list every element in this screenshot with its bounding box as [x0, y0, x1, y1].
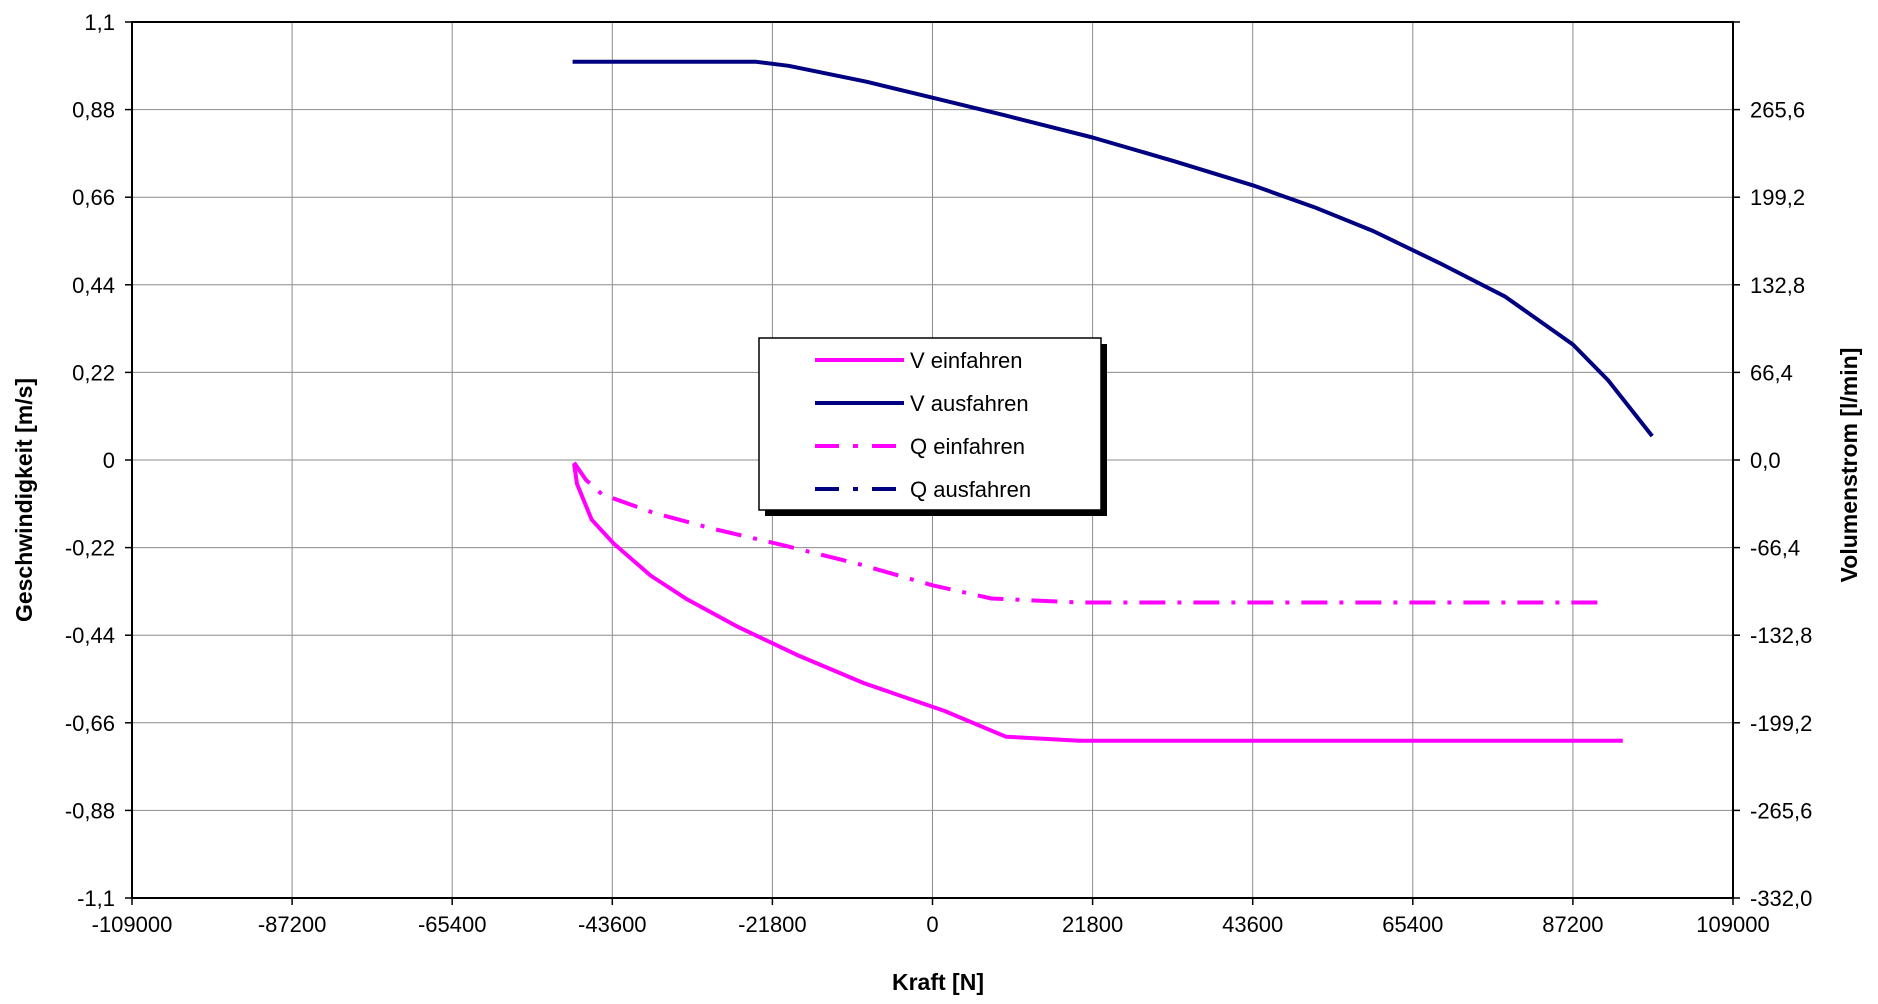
y-tick-label: -0,88	[65, 798, 115, 823]
y2-tick-label: -66,4	[1750, 536, 1800, 561]
series-line-v-ausfahren	[572, 59, 1654, 438]
y-tick-label: 0,66	[72, 185, 115, 210]
x-tick-label: 0	[926, 912, 938, 937]
x-tick-label: 87200	[1542, 912, 1603, 937]
legend-label: Q ausfahren	[910, 477, 1031, 502]
y2-tick-label: -332,0	[1750, 886, 1812, 911]
y2-tick-label: 199,2	[1750, 185, 1805, 210]
x-axis-title: Kraft [N]	[892, 969, 984, 995]
legend-items: V einfahren V ausfahren Q einfahren Q ausfa…	[815, 348, 1031, 502]
x-tick-label: -109000	[92, 912, 173, 937]
y2-tick-label: 132,8	[1750, 273, 1805, 298]
y2-tick-label: 265,6	[1750, 98, 1805, 123]
x-tick-label: -21800	[738, 912, 807, 937]
y-axis-right-title: Volumenstrom [l/min]	[1836, 348, 1862, 583]
y-axis-left-ticks: 1,1 0,88 0,66 0,44 0,22 0 -0,22 -0,44 -0,66 -0,88…	[65, 10, 132, 911]
y-tick-label: -0,44	[65, 623, 115, 648]
y2-tick-label: -265,6	[1750, 798, 1812, 823]
y2-tick-label: 0,0	[1750, 448, 1781, 473]
y-tick-label: 0,22	[72, 360, 115, 385]
x-tick-label: -43600	[578, 912, 647, 937]
x-tick-label: -65400	[418, 912, 487, 937]
x-tick-label: 65400	[1382, 912, 1443, 937]
legend: V einfahren V ausfahren Q einfahren Q ausfa…	[758, 337, 1107, 516]
y-tick-label: 0,44	[72, 273, 115, 298]
x-tick-label: -87200	[258, 912, 327, 937]
series-line-q-einfahren	[572, 461, 1609, 605]
y-tick-label: 0	[103, 448, 115, 473]
legend-box	[758, 337, 1102, 511]
x-tick-label: 109000	[1696, 912, 1769, 937]
y2-tick-label: -199,2	[1750, 711, 1812, 736]
series-group	[572, 59, 1654, 743]
y2-tick-label: 66,4	[1750, 360, 1793, 385]
y-tick-label: -0,22	[65, 536, 115, 561]
x-tick-label: 21800	[1062, 912, 1123, 937]
y-axis-left-title: Geschwindigkeit [m/s]	[11, 378, 37, 622]
y-axis-right-ticks: 265,6 199,2 132,8 66,4 0,0 -66,4 -132,8 -199,2 -…	[1733, 21, 1812, 911]
y2-tick-label: -132,8	[1750, 623, 1812, 648]
legend-label: V einfahren	[910, 348, 1023, 373]
series-line-v-einfahren	[572, 463, 1623, 743]
y-tick-label: -0,66	[65, 711, 115, 736]
x-tick-label: 43600	[1222, 912, 1283, 937]
x-axis-ticks: -109000 -87200 -65400 -43600 -21800 0 21800 436…	[92, 898, 1770, 937]
y-tick-label: 1,1	[84, 10, 115, 35]
y-tick-label: 0,88	[72, 98, 115, 123]
legend-label: V ausfahren	[910, 391, 1029, 416]
y-tick-label: -1,1	[77, 886, 115, 911]
legend-label: Q einfahren	[910, 434, 1025, 459]
